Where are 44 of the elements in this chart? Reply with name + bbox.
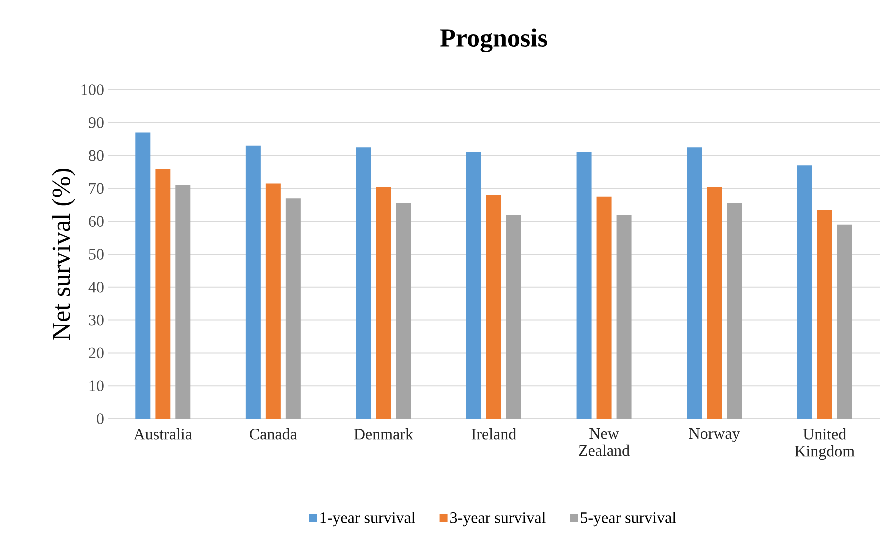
bar xyxy=(466,152,482,419)
y-tick-label: 90 xyxy=(88,118,104,128)
bar xyxy=(707,187,722,419)
bar xyxy=(356,148,372,419)
bar xyxy=(817,210,832,419)
bar xyxy=(486,195,502,419)
bar xyxy=(576,152,592,419)
x-tick-label: Canada xyxy=(250,428,298,440)
x-tick-label: Denmark xyxy=(354,428,414,440)
x-tick-label: Australia xyxy=(134,428,192,440)
y-axis-title: Net survival (%) xyxy=(52,168,76,340)
bar xyxy=(596,196,612,419)
y-tick-label: 30 xyxy=(89,314,104,326)
bar xyxy=(797,166,812,419)
bar xyxy=(396,204,412,419)
y-tick-label: 10 xyxy=(90,380,104,392)
bar xyxy=(837,224,852,419)
y-tick-label: 40 xyxy=(88,282,104,293)
y-tick-label: 50 xyxy=(89,249,104,260)
bar xyxy=(136,132,151,419)
bar xyxy=(727,204,742,419)
bar xyxy=(156,168,171,419)
bar xyxy=(246,146,261,419)
bar xyxy=(266,184,281,419)
bar xyxy=(286,198,301,419)
bar xyxy=(176,185,191,419)
bar xyxy=(376,187,392,419)
legend-label: 5-year survival xyxy=(581,512,676,527)
y-tick-label: 100 xyxy=(82,84,104,96)
bar xyxy=(616,215,632,419)
bar xyxy=(506,215,522,419)
bar xyxy=(687,148,702,419)
x-tick-label: Norway xyxy=(689,428,740,442)
y-tick-label: 20 xyxy=(89,348,104,359)
y-tick-label: 80 xyxy=(89,150,104,162)
y-tick-label: 60 xyxy=(89,216,104,227)
x-tick-label: United Kingdom xyxy=(795,428,855,460)
chart-title: Prognosis xyxy=(440,28,548,52)
x-tick-label: Ireland xyxy=(472,428,516,440)
y-tick-label: 0 xyxy=(97,414,104,424)
x-tick-label: New Zealand xyxy=(579,428,630,456)
legend-label: 1-year survival xyxy=(320,512,416,527)
legend-label: 3-year survival xyxy=(450,512,546,527)
y-tick-label: 70 xyxy=(90,183,104,194)
